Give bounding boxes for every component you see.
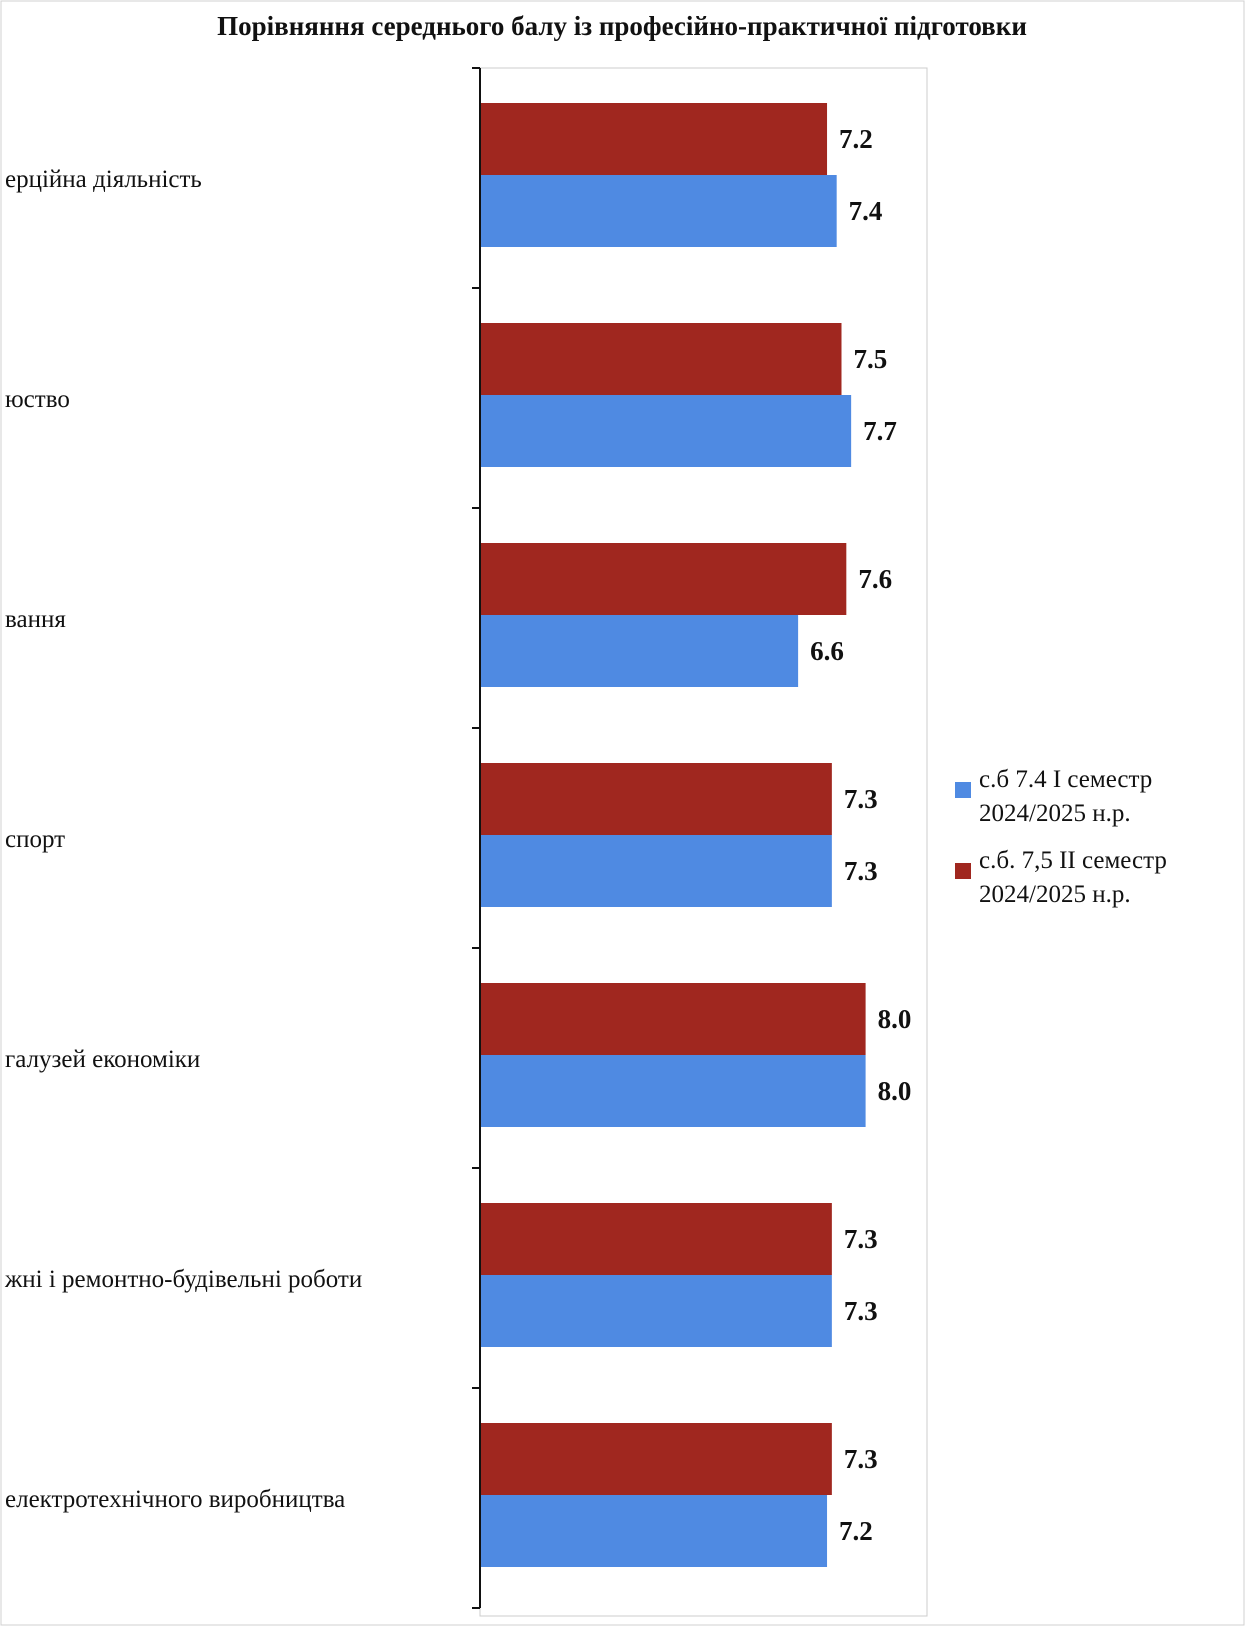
bar-series2-4 (480, 763, 832, 835)
bar-series1-2 (480, 395, 852, 467)
data-label-series1-6: 7.3 (844, 1296, 878, 1326)
bar-series1-1 (480, 175, 837, 247)
bars-layer (480, 103, 866, 1567)
bar-series1-5 (480, 1055, 866, 1127)
data-label-series1-3: 6.6 (810, 636, 844, 666)
legend-swatch-series1 (955, 782, 971, 798)
bar-series1-3 (480, 615, 799, 687)
bar-series2-2 (480, 323, 842, 395)
category-label-1: ерційна діяльність (5, 166, 202, 193)
bar-series1-6 (480, 1275, 832, 1347)
bar-series2-7 (480, 1423, 832, 1495)
bar-series2-5 (480, 983, 866, 1055)
data-label-series1-5: 8.0 (878, 1076, 912, 1106)
data-label-series1-7: 7.2 (839, 1516, 873, 1546)
legend-label-series2-line1: с.б. 7,5 II семестр (979, 847, 1167, 874)
chart-title: Порівняння середнього балу із професійно… (217, 11, 1027, 41)
bar-series2-3 (480, 543, 847, 615)
data-label-series1-1: 7.4 (849, 196, 883, 226)
data-label-series2-5: 8.0 (878, 1004, 912, 1034)
legend: с.б 7.4 I семестр 2024/2025 н.р. с.б. 7,5 … (955, 766, 1167, 908)
legend-swatch-series2 (955, 863, 971, 879)
data-label-series2-7: 7.3 (844, 1444, 878, 1474)
category-label-6: жні і ремонтно-будівельні роботи (4, 1266, 362, 1293)
bar-series2-6 (480, 1203, 832, 1275)
labels-layer: 7.2 7.4 7.5 7.7 7.6 6.6 7.3 7.3 8.0 8.0 7.3 7.3 7.3 7… (810, 124, 911, 1546)
category-label-5: галузей економіки (5, 1046, 200, 1073)
data-label-series1-4: 7.3 (844, 856, 878, 886)
data-label-series1-2: 7.7 (863, 416, 897, 446)
category-label-7: електротехнічного виробництва (5, 1486, 345, 1513)
category-label-2: юство (5, 386, 70, 413)
category-axis: ерційна діяльність юство вання спорт галузей… (4, 67, 481, 1609)
legend-label-series2-line2: 2024/2025 н.р. (979, 881, 1131, 908)
bar-series1-4 (480, 835, 832, 907)
data-label-series2-6: 7.3 (844, 1224, 878, 1254)
bar-series2-1 (480, 103, 828, 175)
category-label-4: спорт (5, 826, 65, 853)
data-label-series2-2: 7.5 (854, 344, 888, 374)
data-label-series2-1: 7.2 (839, 124, 873, 154)
data-label-series2-4: 7.3 (844, 784, 878, 814)
data-label-series2-3: 7.6 (858, 564, 892, 594)
legend-label-series1-line2: 2024/2025 н.р. (979, 800, 1131, 827)
category-label-3: вання (5, 606, 66, 633)
legend-label-series1-line1: с.б 7.4 I семестр (979, 766, 1152, 793)
bar-series1-7 (480, 1495, 828, 1567)
